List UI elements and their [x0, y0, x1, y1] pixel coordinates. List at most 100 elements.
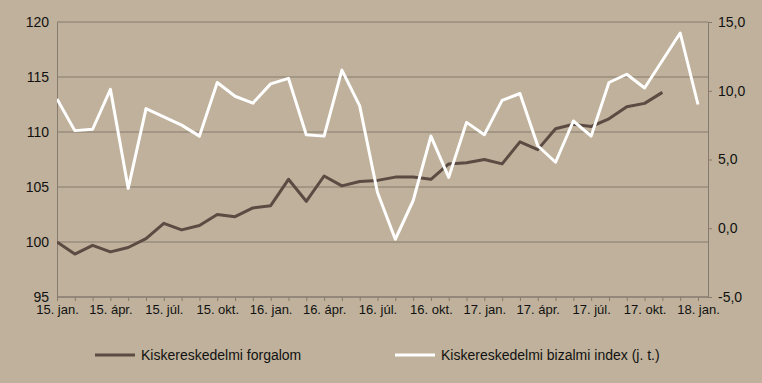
line: [57, 92, 662, 254]
tick: [199, 297, 200, 301]
tick: 110: [27, 124, 57, 140]
tick-mark: [324, 297, 325, 301]
grid-line: [57, 132, 708, 133]
tick-label: 15. ápr.: [89, 302, 132, 317]
axis-line: [57, 23, 58, 298]
tick-mark: [235, 297, 236, 301]
tick: 10,0: [708, 83, 745, 99]
tick: 16. okt.: [410, 297, 453, 317]
tick-label: 17. okt.: [624, 302, 667, 317]
tick-mark: [708, 228, 712, 229]
tick: 105: [26, 179, 57, 195]
tick-mark: [199, 297, 200, 301]
tick: [680, 297, 681, 301]
tick: 17. júl.: [573, 297, 611, 317]
tick-label: 18. jan.: [677, 302, 720, 317]
tick: [306, 297, 307, 301]
tick-mark: [467, 297, 468, 301]
legend-swatch: [395, 354, 435, 357]
tick-label: 15. okt.: [196, 302, 239, 317]
tick-label: -5,0: [718, 289, 742, 305]
tick-mark: [680, 297, 681, 301]
grid-line: [57, 297, 708, 298]
tick-mark: [662, 297, 663, 301]
tick: 0,0: [708, 220, 738, 236]
tick-mark: [556, 297, 557, 301]
tick: [627, 297, 628, 301]
tick: [502, 297, 503, 301]
tick-mark: [93, 297, 94, 301]
tick: 16. ápr.: [303, 297, 346, 317]
tick: 5,0: [708, 151, 738, 167]
tick: [128, 297, 129, 301]
tick-mark: [484, 297, 485, 301]
tick-mark: [395, 297, 396, 301]
legend-label: Kiskereskedelmi bizalmi index (j. t.): [441, 347, 660, 363]
line: [57, 33, 698, 239]
tick-label: 15,0: [718, 14, 745, 30]
y2-axis: -5,0 0,0 5,0 10,0 15,0: [708, 14, 745, 305]
grid-line: [57, 22, 708, 23]
tick-mark: [573, 297, 574, 301]
tick: 100: [26, 234, 57, 250]
tick-label: 17. jan.: [464, 302, 507, 317]
tick: 18. jan.: [677, 297, 720, 317]
tick: 15,0: [708, 14, 745, 30]
tick-mark: [182, 297, 183, 301]
tick-mark: [360, 297, 361, 301]
tick-mark: [110, 297, 111, 301]
tick: [253, 297, 254, 301]
tick: 120: [26, 14, 57, 30]
tick-label: 10,0: [718, 83, 745, 99]
tick-label: 5,0: [718, 151, 738, 167]
tick: [146, 297, 147, 301]
tick: [556, 297, 557, 301]
tick: 16. júl.: [359, 297, 397, 317]
tick: 15. okt.: [196, 297, 239, 317]
tick-mark: [520, 297, 521, 301]
tick-mark: [431, 297, 432, 301]
tick-mark: [609, 297, 610, 301]
tick-mark: [146, 297, 147, 301]
grid-line: [57, 187, 708, 188]
tick: [360, 297, 361, 301]
tick-mark: [449, 297, 450, 301]
grid: [57, 22, 708, 297]
tick-mark: [306, 297, 307, 301]
tick-label: 16. júl.: [359, 302, 397, 317]
tick-label: 100: [26, 234, 50, 250]
tick-mark: [128, 297, 129, 301]
tick: [235, 297, 236, 301]
tick-mark: [288, 297, 289, 301]
axis-line: [57, 297, 708, 298]
tick-mark: [708, 91, 712, 92]
tick: 17. jan.: [464, 297, 507, 317]
tick-mark: [164, 297, 165, 301]
tick: 15. ápr.: [89, 297, 132, 317]
tick-mark: [538, 297, 539, 301]
tick: [182, 297, 183, 301]
tick-label: 17. ápr.: [517, 302, 560, 317]
tick-label: 120: [26, 14, 50, 30]
tick-mark: [57, 297, 58, 301]
tick-mark: [708, 160, 712, 161]
tick: 16. jan.: [250, 297, 293, 317]
tick: [395, 297, 396, 301]
tick-mark: [253, 297, 254, 301]
tick-label: 15. jan.: [36, 302, 79, 317]
tick: [93, 297, 94, 301]
tick-mark: [698, 297, 699, 301]
tick: [288, 297, 289, 301]
chart: 95100105110115120-5,00,05,010,015,015. j…: [0, 0, 762, 383]
tick: 17. ápr.: [517, 297, 560, 317]
tick: 17. okt.: [624, 297, 667, 317]
tick: 15. jan.: [36, 297, 79, 317]
y-axis: 95100105110115120: [26, 14, 58, 305]
tick-mark: [342, 297, 343, 301]
axis-line: [709, 23, 713, 298]
plot-area: [57, 33, 698, 254]
tick-mark: [591, 297, 592, 301]
tick-label: 110: [27, 124, 50, 140]
tick-label: 16. ápr.: [303, 302, 346, 317]
tick: [413, 297, 414, 301]
